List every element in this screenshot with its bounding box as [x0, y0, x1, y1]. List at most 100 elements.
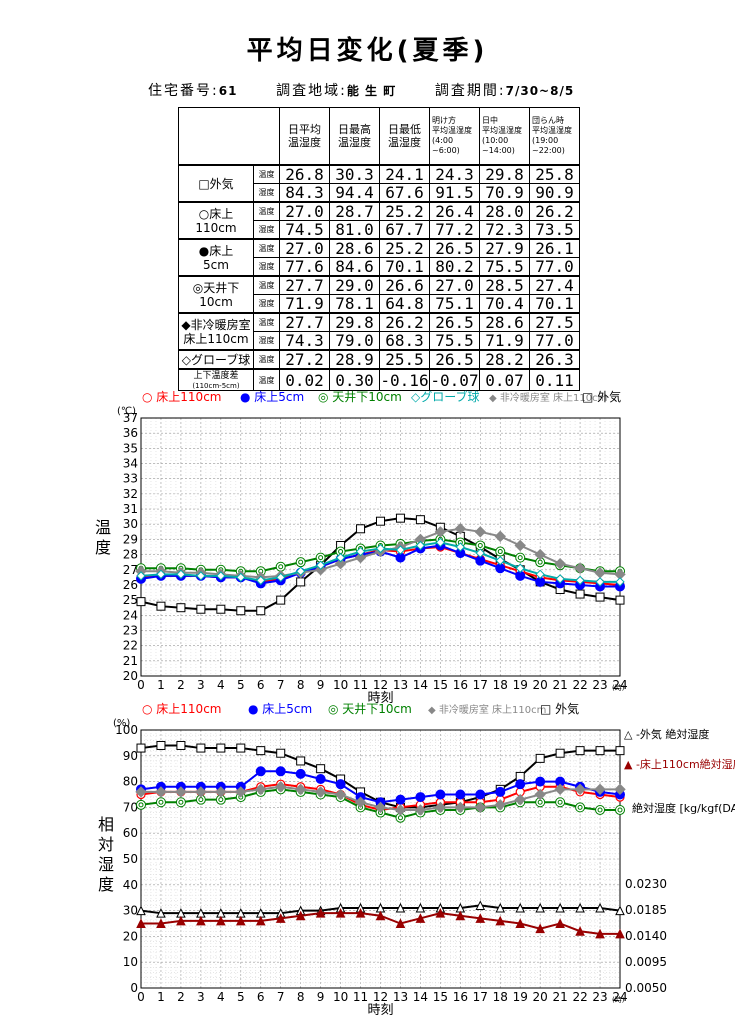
hum-value: 74.3 [279, 331, 330, 351]
data-point [136, 571, 146, 581]
kind-temp: 温度 [253, 312, 280, 332]
data-point [497, 549, 503, 555]
y-tick-label: 33 [123, 472, 138, 486]
x-tick-label: 15 [433, 990, 448, 1004]
data-point [517, 555, 523, 561]
temp-value: 26.2 [529, 201, 580, 221]
data-point [316, 764, 326, 774]
x-tick-label: 3 [197, 990, 205, 1004]
data-point [218, 797, 224, 803]
y-tick-label: 28 [123, 548, 138, 562]
x-tick-label: 5 [237, 678, 245, 692]
data-point [156, 740, 166, 750]
data-point [575, 802, 586, 813]
house-number: 61 [218, 84, 238, 98]
hum-value: 68.3 [379, 331, 430, 351]
x-tick-label: 24 [612, 678, 627, 692]
data-point [557, 799, 563, 805]
y-tick-label: 80 [123, 775, 138, 789]
data-point [156, 908, 166, 918]
hum-value: 78.1 [329, 294, 380, 314]
humidity-chart: 0 10 20 30 40 50 60 70 80 90 100 0 1 2 3 4 5 6 7 8 9 10 11 12 13… [0, 700, 735, 1030]
data-point [176, 603, 186, 613]
x-tick-label: 14 [413, 990, 428, 1004]
y-tick-label: 37 [123, 411, 138, 425]
data-point [475, 548, 485, 558]
kind-temp: 温度 [253, 238, 280, 258]
data-point [474, 526, 486, 538]
data-point [597, 807, 603, 813]
x-tick-label: 18 [493, 678, 508, 692]
y-tick-label: 50 [123, 852, 138, 866]
data-point [454, 523, 467, 535]
temp-value: 24.3 [429, 164, 480, 184]
column-header: 日最高 温湿度 [329, 107, 380, 166]
data-point [475, 900, 486, 910]
data-point [535, 569, 545, 580]
x-tick-label: 16 [453, 990, 468, 1004]
legend-entry: △ -外気 絶対湿度 [624, 727, 709, 741]
data-point [155, 786, 167, 798]
x-tick-label: 3 [197, 678, 205, 692]
x-tick-label: 22 [572, 990, 587, 1004]
y-axis-label-char: 度 [98, 875, 114, 894]
data-point [615, 905, 625, 916]
temp-value: 0.30 [329, 368, 380, 391]
hum-value: 81.0 [329, 220, 380, 240]
x-tick-label: 22 [572, 678, 587, 692]
temp-value: 0.02 [279, 368, 330, 391]
y2-tick-label: 0.0140 [625, 929, 667, 943]
x-tick-label: 18 [493, 990, 508, 1004]
data-point [395, 794, 406, 805]
data-point [574, 562, 586, 574]
x-tick-label: 13 [393, 990, 408, 1004]
data-point [295, 910, 306, 921]
y2-tick-label: 0.0050 [625, 981, 667, 995]
data-point [395, 513, 405, 523]
data-point [216, 743, 226, 753]
kind-hum: 湿度 [253, 331, 280, 351]
legend-entry: □ 外気 [582, 389, 621, 404]
data-point [195, 786, 207, 798]
data-point [615, 577, 625, 587]
period-value: 7/30~8/5 [505, 84, 575, 98]
data-point [216, 571, 226, 581]
data-point [575, 589, 585, 599]
hum-value: 77.2 [429, 220, 480, 240]
data-point [415, 902, 426, 913]
data-point [395, 902, 406, 913]
data-point [155, 797, 166, 808]
hum-value: 77.0 [529, 257, 580, 277]
row-label: ◆非冷暖房室 床上110cm [178, 312, 254, 351]
data-point [554, 783, 566, 796]
data-point [374, 801, 387, 814]
data-point [495, 915, 506, 926]
y-tick-label: 10 [123, 955, 138, 969]
row-label: ○床上 110cm [178, 201, 254, 240]
data-point [136, 597, 146, 607]
kind-hum: 湿度 [253, 183, 280, 203]
data-point [196, 915, 206, 926]
kind-temp: 温度 [253, 164, 280, 184]
y-tick-label: 23 [123, 623, 138, 637]
data-point [475, 913, 486, 923]
y-tick-label: 25 [123, 593, 138, 607]
data-point [395, 918, 406, 928]
data-point [595, 577, 605, 587]
data-point [474, 801, 486, 814]
temp-value: 27.9 [479, 238, 530, 258]
data-point [294, 783, 307, 796]
x-tick-label: 7 [277, 990, 285, 1004]
legend-entry: ◇グローブ球 [411, 389, 480, 404]
y2-axis-label: 絶対湿度 [kg/kgf(DA)] [632, 801, 735, 815]
row-label: ◎天井下 10cm [178, 275, 254, 314]
data-point [255, 766, 266, 777]
y2-tick-label: 0.0095 [625, 955, 667, 969]
row-label-sub: (110cm-5cm) [192, 382, 240, 390]
column-header: 日中 平均温湿度 (10:00 ~14:00) [479, 107, 530, 166]
data-point [575, 902, 585, 913]
y-tick-label: 22 [123, 639, 138, 653]
data-point [515, 918, 526, 928]
x-tick-label: 17 [473, 990, 488, 1004]
